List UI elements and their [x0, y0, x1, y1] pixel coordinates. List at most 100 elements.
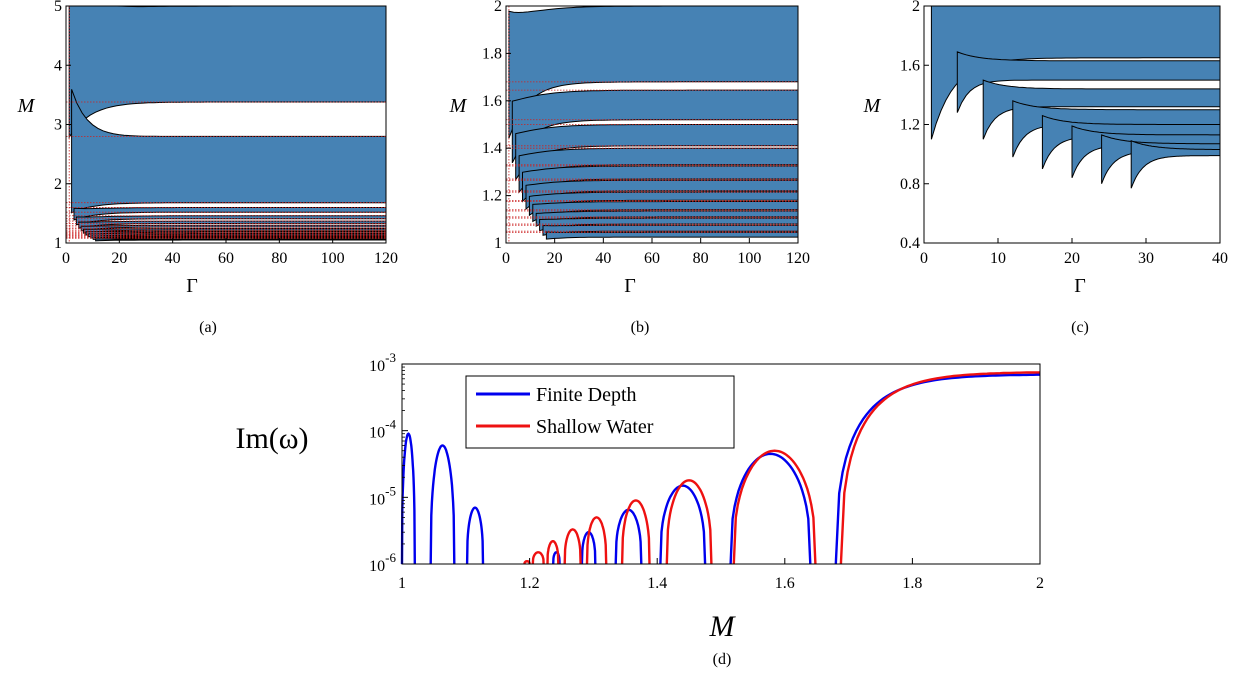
- growth-lobe-shallow-water: [620, 499, 651, 565]
- plot-a-ticks: 0 20 40 60 80 100 120 1 2 3 4 5: [54, 0, 398, 267]
- panel-a-xtick-label: 100: [321, 250, 345, 267]
- panel-b-ytick-label: 1.2: [482, 188, 502, 205]
- panel-a-ytick-label: 1: [54, 235, 62, 252]
- panel-c-xtick-label: 20: [1064, 250, 1080, 267]
- legend-shallow-water-label: Shallow Water: [536, 416, 654, 438]
- stable-band: [95, 238, 387, 242]
- panel-c-xtick-label: 10: [990, 250, 1006, 267]
- panel-c-ytick-label: 1.2: [900, 117, 920, 134]
- panel-c-ytick-label: 2: [912, 0, 920, 15]
- plot-b-area: [505, 5, 799, 244]
- panel-d-xtick-label: 1.8: [902, 575, 922, 592]
- panel-b-xtick-label: 20: [547, 250, 563, 267]
- panel-d: 1 1.2 1.4 1.6 1.8 210-610-510-410-3 Im(ω) M (…: [235, 350, 1044, 668]
- plot-d-area: [400, 363, 1041, 565]
- stable-band: [71, 89, 387, 214]
- panel-a-ylabel: M: [17, 95, 36, 117]
- panel-a-xtick-label: 60: [218, 250, 234, 267]
- panel-c-ytick-label: 0.4: [900, 235, 920, 252]
- panel-b-ytick-label: 1.6: [482, 93, 502, 110]
- panel-a-xlabel: Γ: [186, 275, 198, 297]
- panel-b-xtick-label: 40: [595, 250, 611, 267]
- panel-b-ytick-label: 1: [494, 235, 502, 252]
- panel-d-caption: (d): [713, 651, 732, 668]
- stable-band: [542, 224, 799, 236]
- growth-lobe-shallow-water: [665, 479, 713, 565]
- growth-tail-finite-depth: [834, 373, 1040, 565]
- growth-lobe-shallow-water: [732, 449, 817, 565]
- panel-d-xlabel: M: [709, 610, 737, 643]
- panel-b: 0 20 40 60 80 100 120 1 1.2 1.4 1.6 1.8 2 M Γ (b): [449, 0, 810, 336]
- panel-d-ytick-label: 10-3: [369, 350, 396, 375]
- panel-b-xtick-label: 120: [786, 250, 810, 267]
- ytick-base: 10: [369, 358, 385, 375]
- growth-lobe-shallow-water: [563, 528, 582, 565]
- growth-lobe-finite-depth: [659, 484, 707, 565]
- ytick-base: 10: [369, 558, 385, 575]
- panel-b-xtick-label: 100: [737, 250, 761, 267]
- growth-lobe-shallow-water: [531, 551, 545, 565]
- panel-c-xlabel: Γ: [1074, 275, 1086, 297]
- stable-band: [956, 51, 1221, 113]
- legend-finite-depth-label: Finite Depth: [536, 384, 637, 406]
- panel-a-xtick-label: 40: [165, 250, 181, 267]
- stable-band: [545, 231, 799, 240]
- stable-band: [1130, 140, 1221, 189]
- panel-a: 0 20 40 60 80 100 120 1 2 3 4 5 M Γ (a): [17, 0, 398, 336]
- growth-lobe-shallow-water: [523, 560, 531, 565]
- growth-lobe-finite-depth: [429, 444, 456, 565]
- plot-d-ticks: 1 1.2 1.4 1.6 1.8 210-610-510-410-3: [369, 350, 1044, 592]
- panel-a-ytick-label: 3: [54, 117, 62, 134]
- panel-b-xlabel: Γ: [624, 275, 636, 297]
- panel-b-xtick-label: 0: [502, 250, 510, 267]
- panel-b-ytick-label: 1.8: [482, 45, 502, 62]
- growth-lobe-finite-depth: [465, 506, 485, 565]
- panel-a-xtick-label: 120: [374, 250, 398, 267]
- panel-a-xtick-label: 20: [111, 250, 127, 267]
- panel-b-xtick-label: 80: [693, 250, 709, 267]
- panel-c: 0 10 20 30 40 0.4 0.8 1.2 1.6 2 M Γ (c): [863, 0, 1228, 336]
- growth-lobe-finite-depth: [729, 452, 812, 565]
- ytick-exponent: -4: [385, 417, 396, 432]
- plot-d-frame: [401, 363, 1041, 565]
- panel-c-ylabel: M: [863, 95, 882, 117]
- plot-c-ticks: 0 10 20 30 40 0.4 0.8 1.2 1.6 2: [900, 0, 1228, 267]
- panel-d-ytick-label: 10-6: [369, 550, 396, 575]
- legend: Finite Depth Shallow Water: [465, 375, 735, 449]
- plot-c-area: [923, 5, 1221, 244]
- panel-a-ytick-label: 5: [54, 0, 62, 15]
- ytick-exponent: -5: [385, 483, 396, 498]
- panel-d-xtick-label: 1: [398, 575, 406, 592]
- panel-a-xtick-label: 80: [271, 250, 287, 267]
- ytick-exponent: -6: [385, 550, 396, 565]
- panel-d-xtick-label: 1.6: [775, 575, 795, 592]
- growth-lobe-finite-depth: [400, 432, 416, 565]
- panel-c-xtick-label: 0: [920, 250, 928, 267]
- stable-band: [982, 79, 1221, 140]
- ytick-base: 10: [369, 491, 385, 508]
- growth-lobe-shallow-water: [585, 516, 608, 565]
- panel-b-ytick-label: 2: [494, 0, 502, 15]
- panel-a-xtick-label: 0: [62, 250, 70, 267]
- stable-band: [68, 5, 387, 139]
- plot-b-ticks: 0 20 40 60 80 100 120 1 1.2 1.4 1.6 1.8 2: [482, 0, 810, 267]
- panel-b-xtick-label: 60: [644, 250, 660, 267]
- panel-c-xtick-label: 30: [1138, 250, 1154, 267]
- panel-c-caption: (c): [1071, 319, 1089, 336]
- growth-lobe-finite-depth: [614, 508, 643, 565]
- panel-a-ytick-label: 2: [54, 176, 62, 193]
- panel-d-xtick-label: 1.4: [647, 575, 667, 592]
- ytick-exponent: -3: [385, 350, 396, 365]
- panel-b-caption: (b): [631, 319, 650, 336]
- panel-b-ytick-label: 1.4: [482, 140, 502, 157]
- plot-a-area: [65, 5, 387, 244]
- panel-d-ylabel: Im(ω): [235, 422, 308, 455]
- panel-a-ytick-label: 4: [54, 57, 62, 74]
- panel-c-ytick-label: 1.6: [900, 57, 920, 74]
- legend-box: [465, 375, 735, 449]
- ytick-base: 10: [369, 425, 385, 442]
- growth-tail-shallow-water: [839, 371, 1040, 565]
- panel-a-caption: (a): [199, 319, 217, 336]
- growth-lobe-shallow-water: [546, 540, 560, 565]
